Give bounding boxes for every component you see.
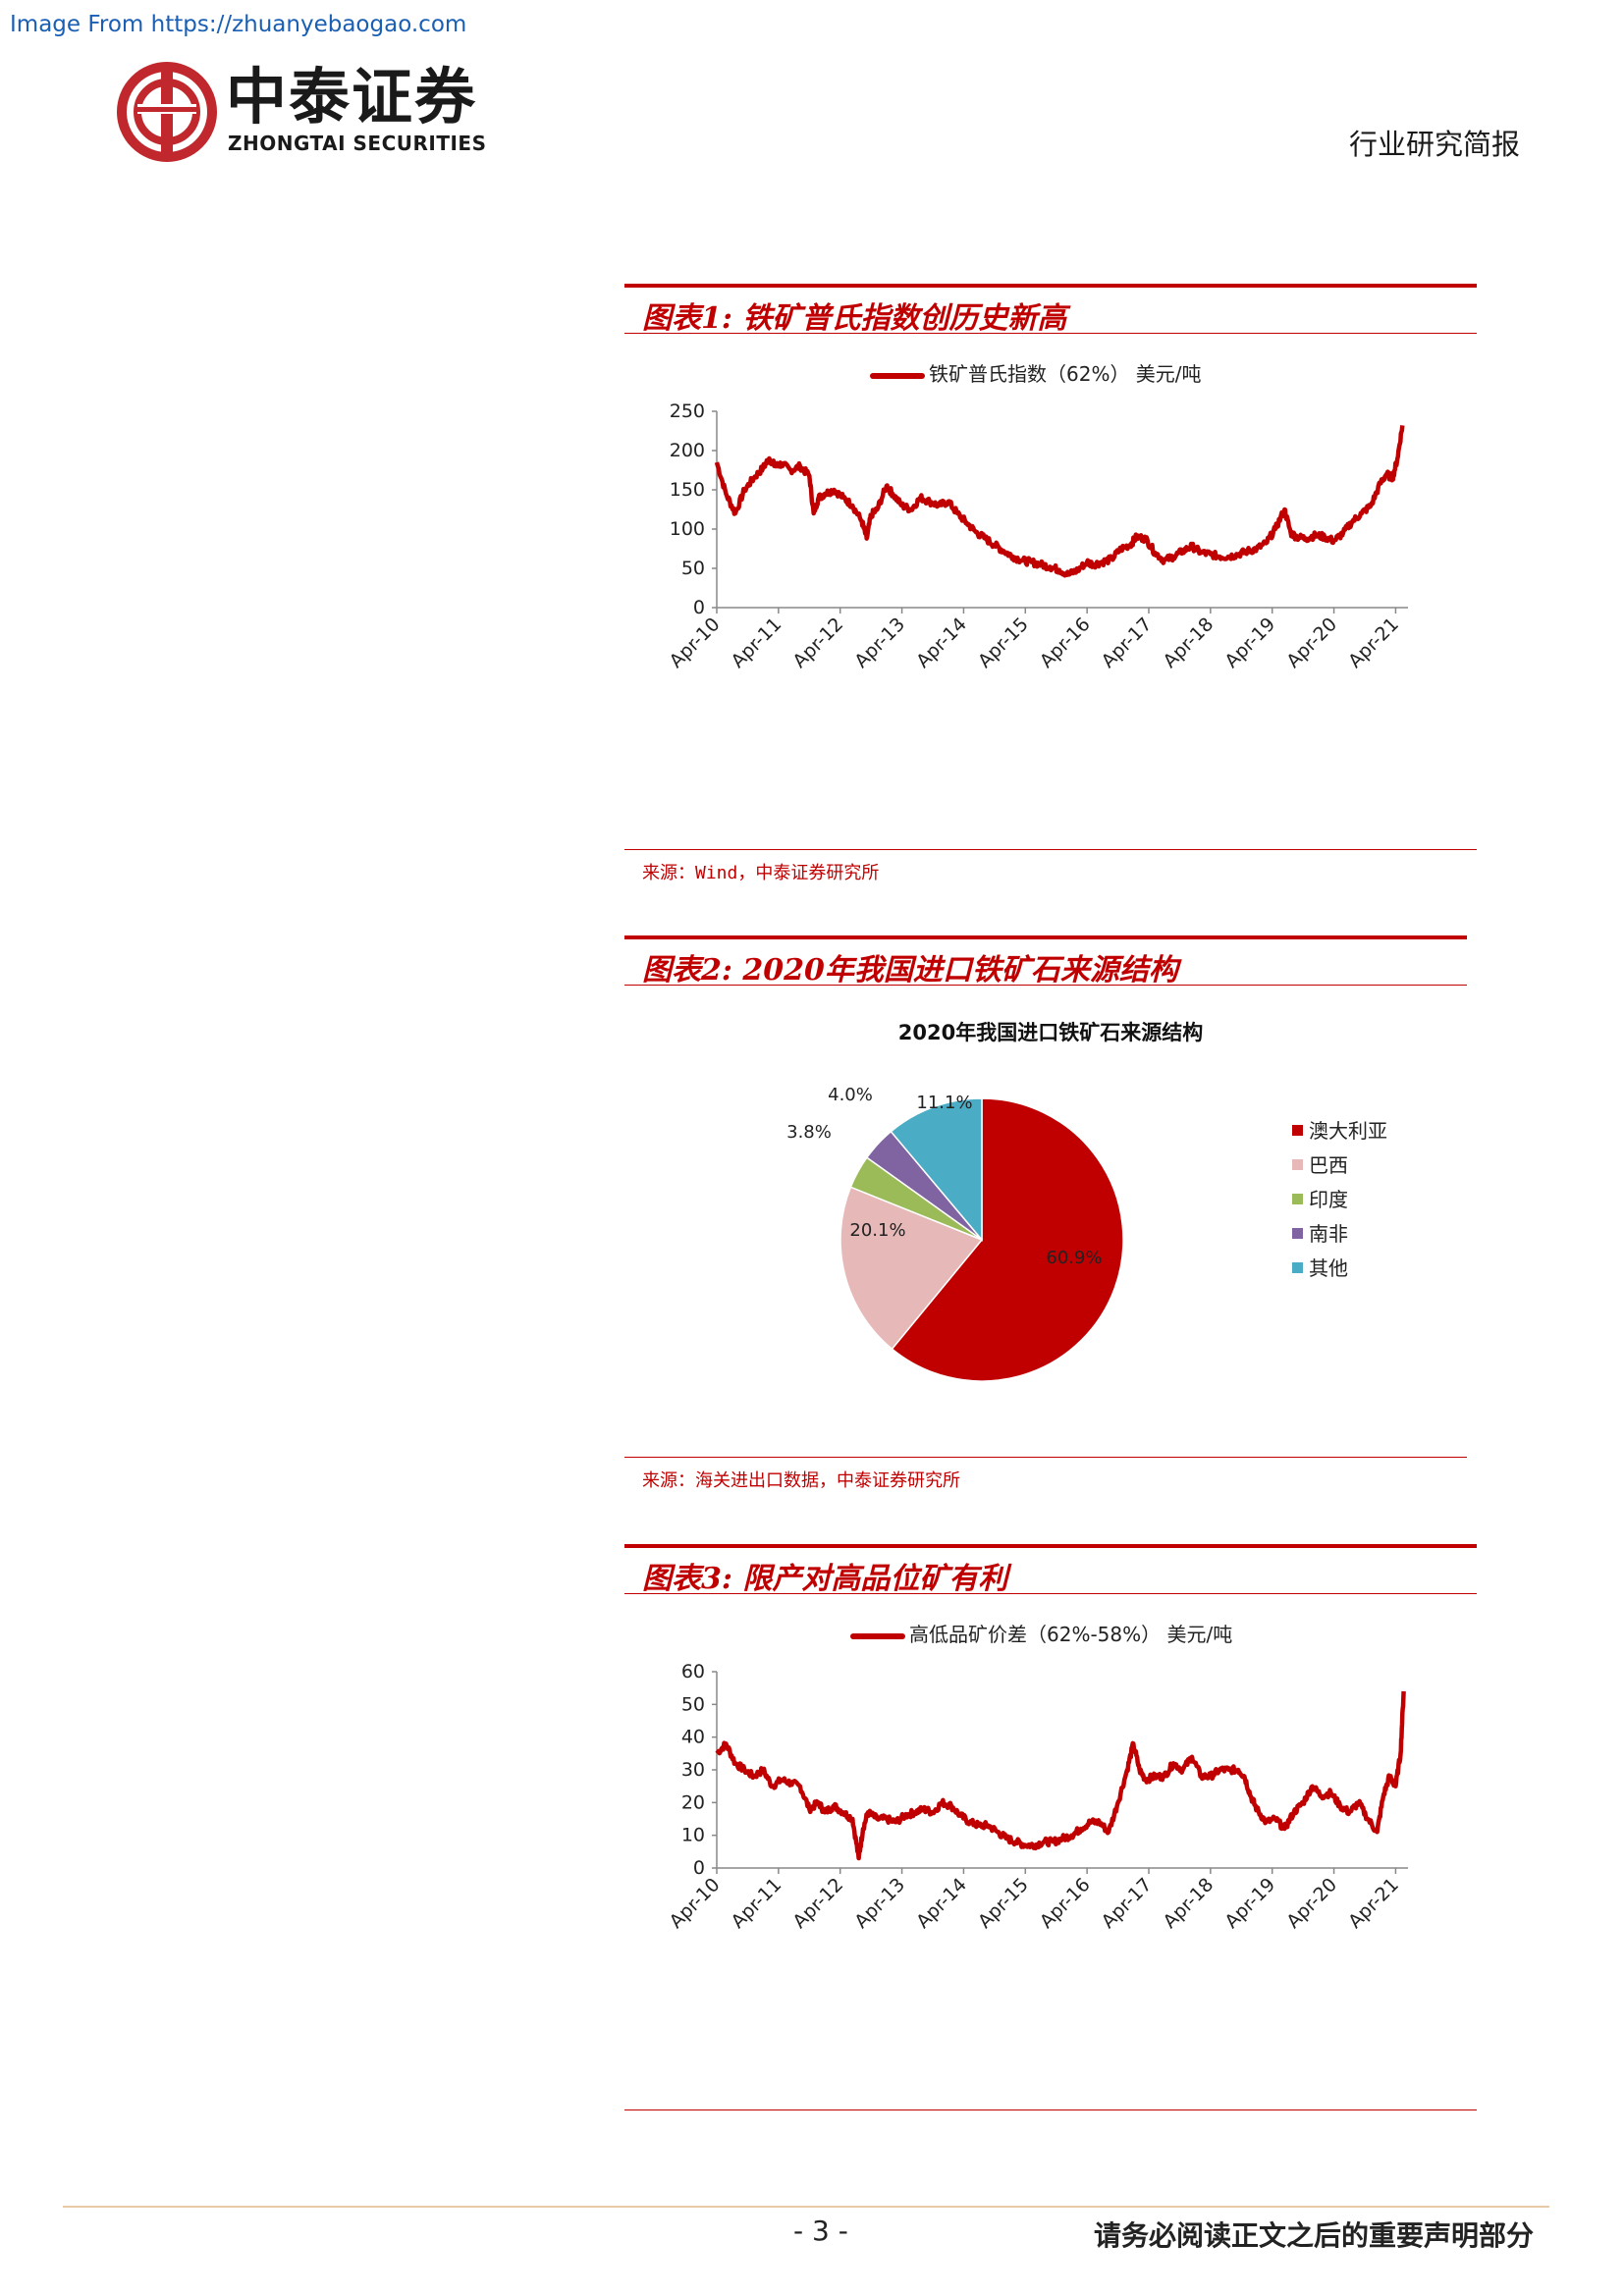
chart-1-legend-label: 铁矿普氏指数（62%） 美元/吨 <box>929 362 1202 386</box>
legend-swatch-2 <box>1292 1194 1303 1204</box>
figure-1-source: 来源：Wind，中泰证券研究所 <box>642 863 880 883</box>
chart-1-x-tick-label: Apr-17 <box>1098 614 1157 672</box>
chart-1-y-tick-label: 100 <box>670 518 705 540</box>
legend-swatch-3 <box>1292 1228 1303 1239</box>
chart-3-x-tick-label: Apr-19 <box>1220 1874 1279 1933</box>
watermark-text: Image From https://zhuanyebaogao.com <box>10 12 467 37</box>
chart-2-title: 2020年我国进口铁矿石来源结构 <box>898 1021 1203 1044</box>
logo-en-text: ZHONGTAI SECURITIES <box>228 132 487 155</box>
legend-label-1: 巴西 <box>1309 1153 1348 1177</box>
figure-2-title: 图表2: 2020年我国进口铁矿石来源结构 <box>642 953 1178 988</box>
legend-label-3: 南非 <box>1309 1222 1348 1246</box>
chart-3-y-tick-label: 30 <box>681 1759 705 1781</box>
logo-cn-text: 中泰证券 <box>226 61 478 133</box>
chart-3-x-tick-label: Apr-14 <box>912 1874 971 1933</box>
chart-1-x-tick-label: Apr-19 <box>1220 614 1279 672</box>
legend-swatch-0 <box>1292 1125 1303 1136</box>
page-number: - 3 - <box>793 2215 848 2247</box>
chart-1-y-tick-label: 50 <box>681 558 705 579</box>
chart-3-y-tick-label: 50 <box>681 1693 705 1715</box>
chart-1-x-tick-label: Apr-15 <box>974 614 1033 672</box>
chart-3-series-line <box>715 1690 1406 1861</box>
footer-notice: 请务必阅读正文之后的重要声明部分 <box>1093 2219 1534 2252</box>
chart-1-legend: 铁矿普氏指数（62%） 美元/吨 <box>870 358 1202 387</box>
company-logo: 中泰证券 ZHONGTAI SECURITIES <box>116 61 489 163</box>
chart-1-x-tick-label: Apr-12 <box>788 614 847 672</box>
chart-3-x-tick-label: Apr-12 <box>788 1874 847 1933</box>
chart-3-y-tick-label: 40 <box>681 1727 705 1748</box>
figure-1: 图表1: 铁矿普氏指数创历史新高 铁矿普氏指数（62%） 美元/吨 0 50 100… <box>624 284 1477 892</box>
chart-1-x-tick-label: Apr-18 <box>1160 614 1218 672</box>
chart-3-x-tick-label: Apr-20 <box>1282 1874 1341 1933</box>
chart-1-y-tick-label: 150 <box>670 479 705 501</box>
chart-3-x-tick-label: Apr-21 <box>1344 1874 1403 1933</box>
chart-1-x-tick-label: Apr-14 <box>912 614 971 672</box>
chart-3-x-tick-label: Apr-10 <box>666 1874 725 1933</box>
figure-2: 图表2: 2020年我国进口铁矿石来源结构 2020年我国进口铁矿石来源结构 60… <box>624 935 1467 1505</box>
legend-label-0: 澳大利亚 <box>1309 1119 1387 1143</box>
footer-divider <box>63 2206 1549 2208</box>
chart-1-x-tick-label: Apr-20 <box>1282 614 1341 672</box>
chart-3-x-tick-label: Apr-15 <box>974 1874 1033 1933</box>
pie-slice-4 <box>890 1097 983 1243</box>
legend-label-2: 印度 <box>1309 1188 1348 1211</box>
chart-1-series-line <box>714 425 1405 578</box>
chart-1-y-tick-label: 250 <box>670 400 705 422</box>
chart-1-y-tick-label: 200 <box>670 440 705 461</box>
pie-data-label: 4.0% <box>828 1085 873 1105</box>
chart-1-x-tick-label: Apr-10 <box>666 614 725 672</box>
chart-3-y-tick-label: 20 <box>681 1791 705 1813</box>
chart-1-x-tick-label: Apr-16 <box>1036 614 1095 672</box>
report-type-label: 行业研究简报 <box>1348 128 1520 161</box>
chart-1-y-tick-label: 0 <box>693 597 705 618</box>
chart-3-x-tick-label: Apr-11 <box>728 1874 786 1933</box>
figure-2-source: 来源：海关进出口数据，中泰证券研究所 <box>642 1470 960 1491</box>
chart-1-x-tick-label: Apr-21 <box>1344 614 1403 672</box>
legend-line-icon <box>870 372 925 379</box>
chart-1-x-tick-label: Apr-11 <box>728 614 786 672</box>
pie-data-label: 11.1% <box>916 1093 972 1113</box>
chart-3-y-tick-label: 10 <box>681 1825 705 1846</box>
chart-3-legend: 高低品矿价差（62%-58%） 美元/吨 <box>850 1619 1232 1647</box>
chart-3-y-tick-label: 60 <box>681 1661 705 1682</box>
chart-3-x-tick-label: Apr-16 <box>1036 1874 1095 1933</box>
pie-data-label: 20.1% <box>849 1220 905 1241</box>
chart-3-y-tick-label: 0 <box>693 1857 705 1879</box>
logo-emblem-icon <box>117 62 217 162</box>
pie-data-label: 60.9% <box>1046 1248 1102 1268</box>
pie-slice-0 <box>891 1097 1124 1382</box>
chart-3-x-tick-label: Apr-13 <box>850 1874 909 1933</box>
figure-3-title: 图表3: 限产对高品位矿有利 <box>642 1562 1008 1596</box>
figure-3: 图表3: 限产对高品位矿有利 高低品矿价差（62%-58%） 美元/吨 0 10 2… <box>624 1544 1477 2113</box>
legend-line-icon <box>850 1632 905 1639</box>
chart-3-x-tick-label: Apr-18 <box>1160 1874 1218 1933</box>
legend-swatch-1 <box>1292 1159 1303 1170</box>
chart-3-x-tick-label: Apr-17 <box>1098 1874 1157 1933</box>
chart-1-x-tick-label: Apr-13 <box>850 614 909 672</box>
chart-2: 2020年我国进口铁矿石来源结构 60.9% 20.1% 3.8% 4.0% 11.1% 澳… <box>786 1021 1387 1382</box>
chart-3-legend-label: 高低品矿价差（62%-58%） 美元/吨 <box>909 1623 1233 1646</box>
legend-label-4: 其他 <box>1309 1256 1348 1280</box>
pie-data-label: 3.8% <box>786 1122 832 1143</box>
figure-1-title: 图表1: 铁矿普氏指数创历史新高 <box>642 301 1067 336</box>
legend-swatch-4 <box>1292 1262 1303 1273</box>
pie-slice-1 <box>839 1186 984 1351</box>
